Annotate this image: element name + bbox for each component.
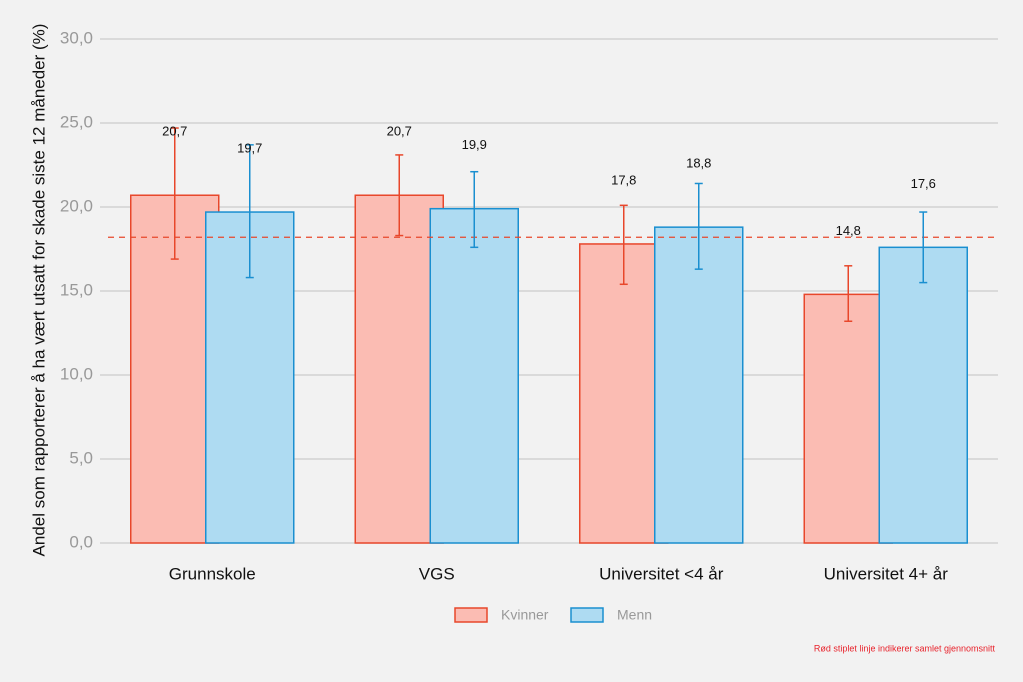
legend-swatch [454, 607, 488, 623]
bar [579, 243, 669, 544]
y-tick-label: 0,0 [69, 532, 93, 551]
x-tick-label: VGS [419, 564, 455, 583]
x-tick-label: Grunnskole [169, 564, 256, 583]
bar [803, 293, 893, 544]
legend-label: Kvinner [501, 607, 549, 623]
y-tick-label: 20,0 [60, 196, 93, 215]
value-label: 18,8 [686, 156, 711, 171]
bar [654, 226, 744, 544]
legend-swatch [570, 607, 604, 623]
bar [354, 194, 444, 544]
y-tick-label: 10,0 [60, 364, 93, 383]
x-tick-label: Universitet <4 år [599, 564, 724, 583]
y-tick-label: 15,0 [60, 280, 93, 299]
value-label: 19,7 [237, 140, 262, 155]
value-label: 20,7 [387, 124, 412, 139]
x-tick-label: Universitet 4+ år [824, 564, 949, 583]
value-label: 17,6 [911, 176, 936, 191]
y-tick-label: 25,0 [60, 112, 93, 131]
bar [878, 246, 968, 544]
value-label: 14,8 [836, 223, 861, 238]
value-label: 17,8 [611, 172, 636, 187]
y-tick-label: 5,0 [69, 448, 93, 467]
value-label: 19,9 [462, 137, 487, 152]
y-tick-label: 30,0 [60, 28, 93, 47]
bar [429, 207, 519, 544]
legend-label: Menn [617, 607, 652, 623]
value-label: 20,7 [162, 124, 187, 139]
note: Rød stiplet linje indikerer samlet gjenn… [814, 643, 996, 653]
y-axis-title: Andel som rapporterer å ha vært utsatt f… [29, 24, 48, 557]
